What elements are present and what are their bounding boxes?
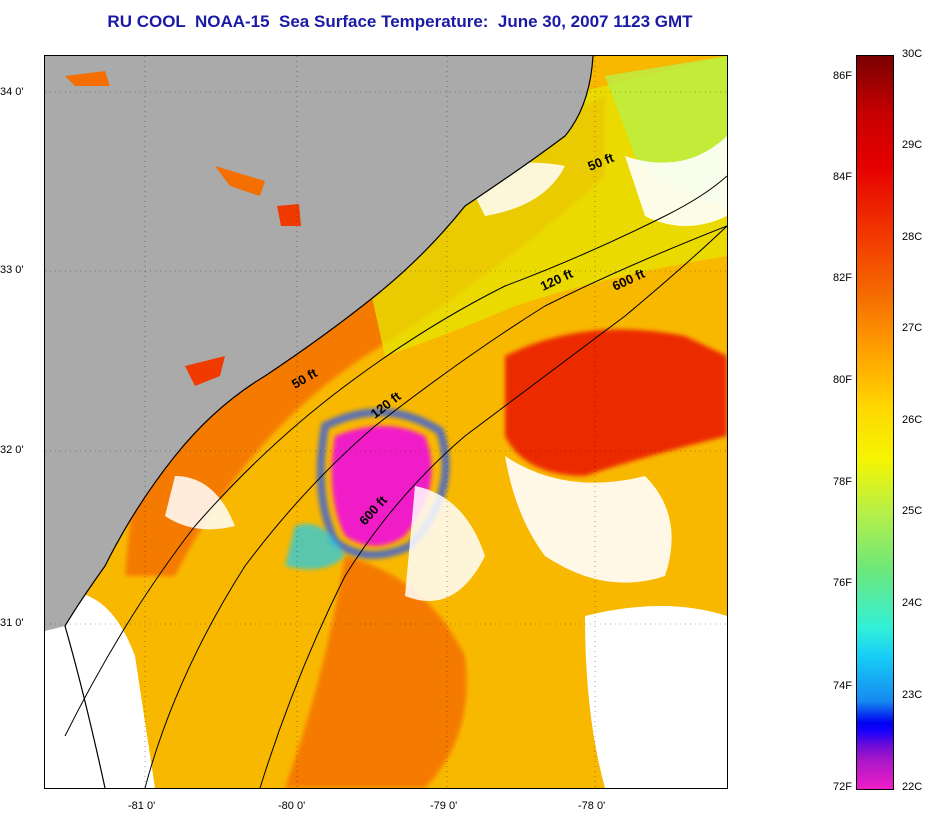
land-mass (45, 56, 593, 631)
colorbar-label-76f: 76F (833, 577, 852, 589)
colorbar-label-22c: 22C (902, 781, 923, 793)
colorbar-label-26c: 26C (902, 414, 923, 426)
colorbar-label-27c: 27C (902, 322, 923, 334)
colorbar-label-74f: 74F (833, 680, 852, 692)
colorbar-label-24c: 24C (902, 597, 923, 609)
colorbar-label-28c: 28C (902, 231, 923, 243)
graticule (45, 56, 727, 788)
colorbar-label-23c: 23C (902, 689, 923, 701)
cloud-mask-sw (45, 592, 155, 788)
colorbar-label-84f: 84F (833, 171, 852, 183)
cool-patch (285, 524, 345, 570)
cloud-mask-mid (405, 486, 485, 601)
inland-lake-warm (65, 71, 110, 86)
cloud-mask-ne (625, 136, 727, 226)
gulf-stream-warm-core (505, 329, 727, 476)
offshore-warm-band (285, 556, 467, 788)
colorbar-label-86f: 86F (833, 70, 852, 82)
contour-600ft (259, 225, 727, 788)
latitude-label-33: 33 0' (0, 264, 24, 276)
cloud-mask-se (585, 606, 727, 788)
longitude-label-78: -78 0' (578, 800, 606, 812)
cloud-mask-central (505, 456, 672, 583)
colorbar-label-30c: 30C (902, 48, 923, 60)
sst-map-panel: 50 ft 120 ft 600 ft 50 ft 120 ft 600 ft (44, 55, 728, 789)
colorbar-label-25c: 25C (902, 505, 923, 517)
coastal-estuary (185, 356, 225, 386)
longitude-label-80: -80 0' (278, 800, 306, 812)
latitude-label-31: 31 0' (0, 617, 24, 629)
inland-lake-warm-2 (215, 166, 265, 196)
temperature-colorbar (856, 55, 894, 790)
coastline (64, 56, 594, 788)
latitude-label-32: 32 0' (0, 444, 24, 456)
map-title: RU COOL NOAA-15 Sea Surface Temperature:… (107, 12, 693, 31)
colorbar-label-82f: 82F (833, 272, 852, 284)
inland-lake-warm-3 (277, 204, 301, 226)
contour-120ft (144, 225, 727, 788)
contour-50ft (64, 175, 727, 737)
longitude-label-81: -81 0' (128, 800, 156, 812)
cloud-mask-coast (165, 476, 235, 530)
colorbar-label-72f: 72F (833, 781, 852, 793)
colorbar-label-80f: 80F (833, 374, 852, 386)
sst-map: 50 ft 120 ft 600 ft 50 ft 120 ft 600 ft (45, 56, 727, 788)
cool-upwelling-core (331, 426, 432, 546)
colorbar-label-29c: 29C (902, 139, 923, 151)
longitude-label-79: -79 0' (430, 800, 458, 812)
colorbar-label-78f: 78F (833, 476, 852, 488)
latitude-label-34: 34 0' (0, 86, 24, 98)
